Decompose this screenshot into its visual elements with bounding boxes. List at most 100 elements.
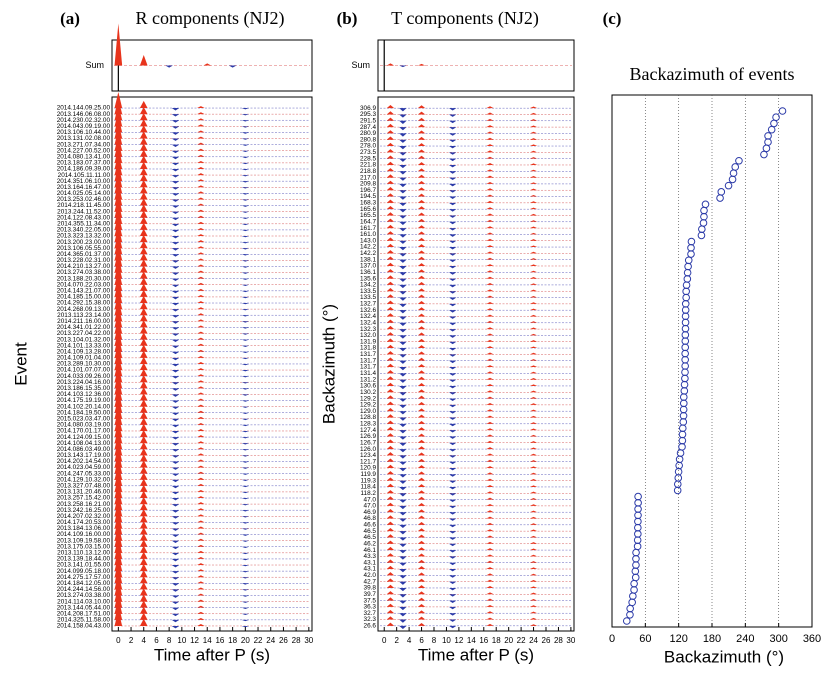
trace-pulse [171, 229, 180, 233]
trace-pulse [139, 570, 148, 578]
trace-pulse [197, 617, 205, 620]
trace-pulse [529, 308, 538, 311]
trace-pulse [197, 471, 205, 474]
trace-pulse [399, 606, 407, 611]
trace-pulse [197, 349, 205, 352]
trace-label: 42.7 [364, 578, 377, 585]
trace-label: 2014.103.12.36.00 [57, 391, 111, 398]
trace-pulse [139, 435, 148, 444]
trace-pulse [448, 619, 457, 622]
trace-pulse [139, 161, 148, 169]
point [681, 374, 689, 383]
trace-pulse [197, 264, 205, 267]
trace-pulse [486, 447, 494, 450]
trace-pulse [417, 111, 426, 115]
trace-pulse [529, 415, 538, 418]
point [633, 542, 642, 551]
x-tick-label: 22 [254, 636, 263, 645]
trace-pulse [241, 455, 250, 457]
trace-pulse [486, 213, 494, 216]
trace-pulse [241, 345, 250, 347]
trace-pulse [529, 434, 538, 437]
trace-label: 26.6 [364, 623, 377, 630]
point [632, 555, 640, 563]
point [728, 175, 737, 184]
trace-label: 2013.200.23.00.00 [57, 239, 111, 246]
trace-pulse [417, 351, 426, 355]
trace-pulse [241, 284, 250, 287]
trace-label: 46.5 [364, 534, 377, 541]
trace-pulse [486, 554, 494, 557]
trace-pulse [171, 461, 180, 464]
trace-pulse [197, 404, 205, 407]
trace-pulse [386, 452, 395, 456]
trace-pulse [386, 572, 395, 576]
trace-pulse [486, 106, 494, 109]
trace-pulse [529, 340, 538, 342]
trace-pulse [386, 351, 395, 355]
trace-pulse [448, 164, 457, 168]
trace-pulse [486, 371, 494, 374]
trace-pulse [417, 383, 426, 386]
trace-pulse [448, 316, 457, 319]
trace-pulse [139, 612, 148, 620]
trace-pulse [139, 466, 148, 474]
trace-pulse [529, 365, 538, 367]
point [674, 467, 683, 476]
trace-pulse [171, 138, 180, 141]
trace-pulse [139, 332, 148, 340]
trace-pulse [486, 156, 494, 159]
trace-pulse [486, 510, 494, 513]
point [687, 250, 695, 258]
point [630, 586, 638, 594]
trace-pulse [486, 440, 494, 443]
trace-pulse [241, 363, 250, 366]
trace-pulse [529, 264, 538, 266]
trace-pulse [486, 219, 494, 222]
x-tick-label: 0 [382, 636, 387, 645]
trace-pulse [171, 187, 180, 190]
trace-pulse [417, 313, 426, 317]
trace-label: 2014.102.20.14.00 [57, 403, 111, 410]
trace-pulse [139, 344, 148, 352]
trace-pulse [417, 250, 426, 254]
trace-pulse [171, 607, 180, 611]
trace-pulse [386, 420, 395, 424]
trace-label: 132.6 [360, 307, 376, 314]
trace-pulse [448, 581, 457, 585]
trace-pulse [241, 162, 250, 165]
trace-pulse [197, 325, 205, 328]
trace-pulse [529, 333, 538, 336]
trace-pulse [399, 518, 407, 522]
trace-pulse [417, 168, 426, 172]
trace-pulse [448, 575, 457, 578]
trace-pulse [139, 539, 148, 547]
x-tick-label: 22 [517, 636, 526, 645]
trace-pulse [386, 294, 395, 298]
trace-pulse [386, 250, 395, 254]
trace-pulse [171, 613, 180, 617]
trace-pulse [486, 264, 494, 266]
trace-pulse [529, 567, 538, 570]
trace-pulse [529, 163, 538, 165]
trace-label: 2014.275.17.57.00 [57, 574, 111, 581]
trace-label: 2013.164.16.47.00 [57, 184, 111, 191]
trace-pulse [417, 420, 426, 424]
trace-pulse [171, 571, 180, 574]
trace-pulse [197, 575, 205, 578]
trace-pulse [386, 471, 395, 475]
trace-pulse [139, 277, 148, 285]
trace-pulse [486, 623, 494, 626]
trace-pulse [486, 390, 494, 393]
trace-label: 2013.139.18.44.00 [57, 556, 111, 563]
trace-pulse [417, 231, 426, 235]
trace-pulse [386, 464, 395, 469]
point [687, 237, 696, 246]
point [697, 231, 706, 240]
point [681, 368, 689, 377]
trace-pulse [241, 589, 250, 591]
trace-pulse [386, 187, 395, 191]
trace-pulse [171, 424, 180, 428]
trace-pulse [197, 136, 205, 139]
trace-pulse [197, 362, 205, 364]
